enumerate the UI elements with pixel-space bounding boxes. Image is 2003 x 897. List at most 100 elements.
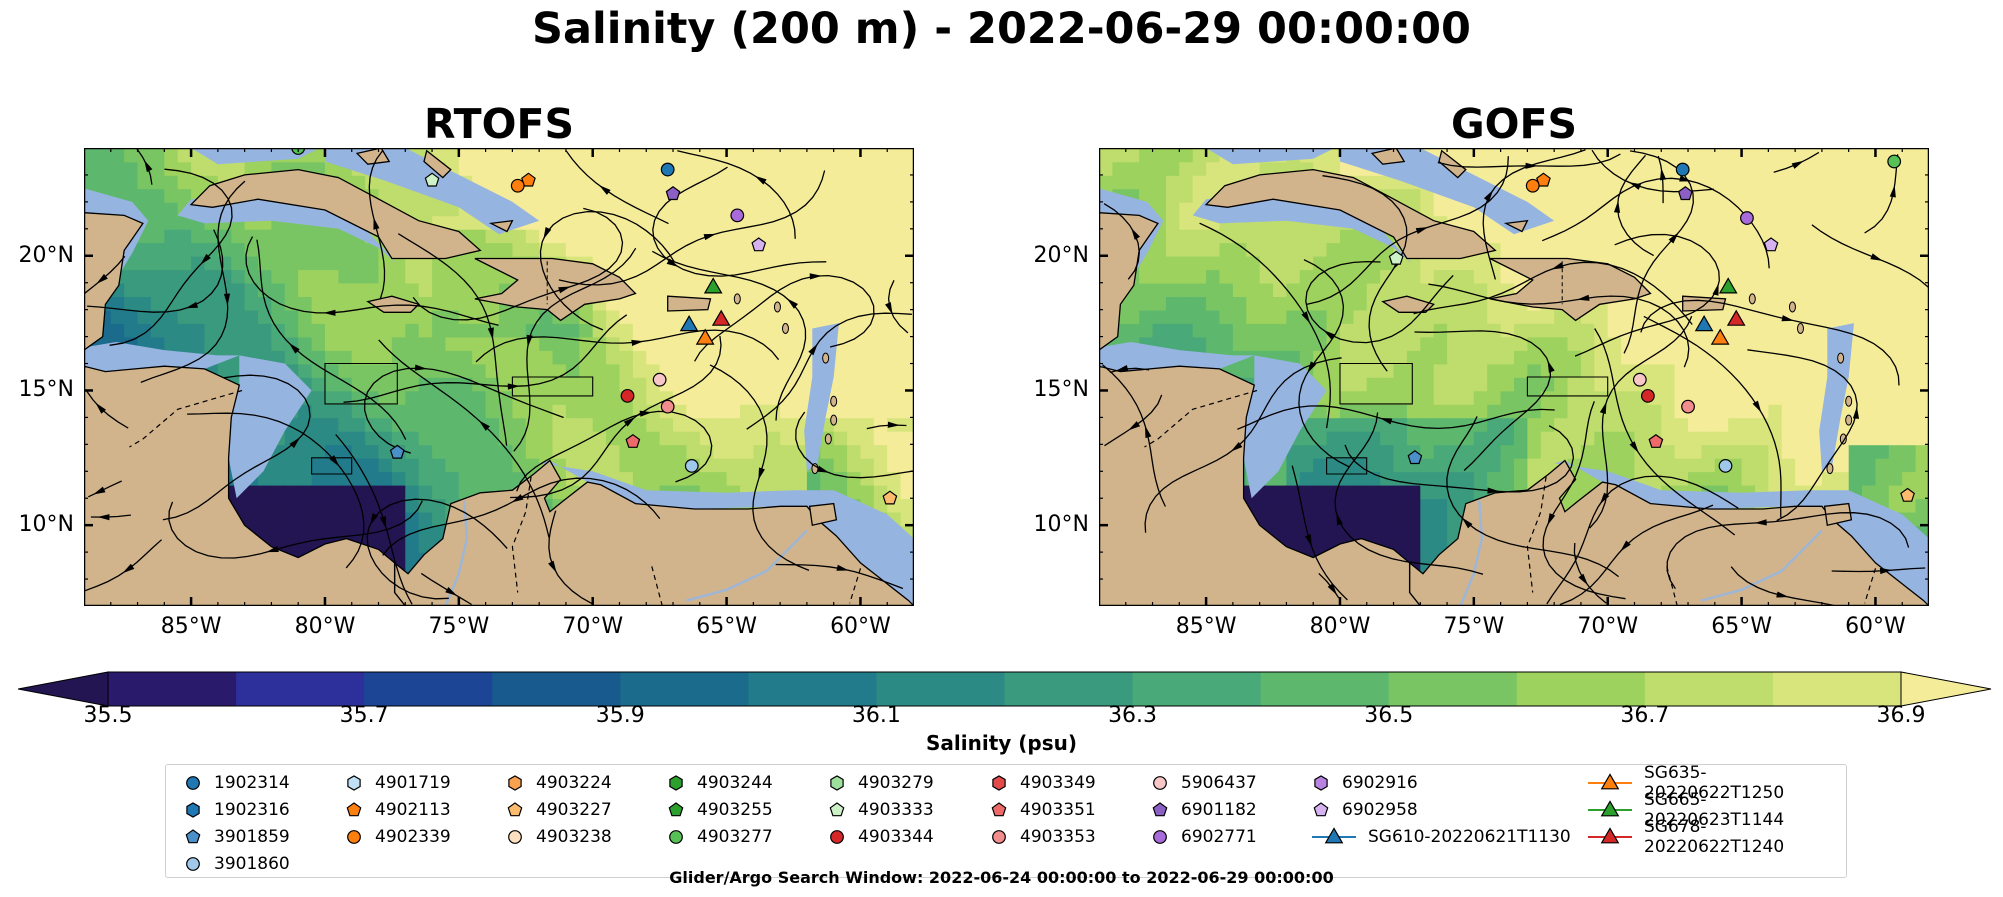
float-1902314 (1675, 162, 1690, 177)
colorbar-bin (1772, 672, 1902, 706)
legend-item-float: 4903224 (504, 771, 612, 795)
float-circle-icon (669, 830, 683, 844)
legend-label: 4903333 (858, 800, 934, 820)
glider-SG665-20220623T1144 (1718, 277, 1738, 294)
x-tick-label: 85°W (1175, 614, 1237, 639)
legend-label: SG665-20220623T1144 (1644, 790, 1785, 830)
legend-marker-icon (830, 830, 844, 844)
map-frame (84, 148, 914, 606)
boundary-box (1326, 457, 1368, 475)
streamline-arrow (1679, 175, 1692, 182)
float-4903344 (620, 388, 635, 403)
streamline-arrow (1461, 517, 1473, 529)
legend-item-float: 5906437 (1149, 771, 1257, 795)
streamline (1144, 357, 1342, 533)
streamline-arrow (478, 420, 490, 431)
legend-item-float: 4903353 (988, 825, 1096, 849)
legend-label: 6902916 (1342, 773, 1418, 793)
shelf-bahamas (325, 148, 540, 235)
x-tick-label: 65°W (696, 614, 757, 639)
streamline-arrow (526, 334, 533, 348)
glider-SG678-20220622T1240 (1726, 309, 1746, 326)
float-circle-icon (1153, 830, 1167, 844)
colorbar-bin (748, 672, 877, 706)
streamline-arrow (93, 486, 106, 495)
float-pentagon-icon (829, 802, 845, 817)
float-6901182 (665, 186, 681, 201)
river (686, 529, 808, 602)
legend-item-float: 4903344 (826, 825, 934, 849)
float-circle-icon (186, 857, 200, 871)
island (781, 323, 789, 335)
float-6902771 (1740, 211, 1754, 225)
boundary-box (324, 362, 398, 405)
float-pentagon-icon (668, 802, 684, 817)
map-frame (1099, 148, 1929, 606)
streamline-arrow (1525, 162, 1538, 169)
land-trinidad (808, 502, 838, 526)
island (1837, 352, 1845, 364)
glider-SG635-20220622T1250 (695, 328, 715, 345)
streamline-arrow (1304, 534, 1312, 547)
streamline-arrow (223, 293, 231, 306)
map-panel-gofs (1099, 148, 1929, 606)
float-pentagon-icon (185, 829, 201, 844)
colorbar-tick-label: 36.9 (1876, 703, 1926, 728)
streamline-arrow (1879, 567, 1893, 575)
legend-item-float: 4903277 (665, 825, 773, 849)
legend-item-glider: SG678-20220622T1240 (1586, 817, 1846, 857)
axis-ticks (1099, 148, 1929, 606)
shelf-florida (191, 148, 320, 165)
streamline-arrow (95, 402, 106, 414)
legend: 1902314 1902316 3901859 3901860 4901719 49021… (165, 763, 1847, 878)
legend-label: 4902113 (375, 800, 451, 820)
float-hexagon-icon (669, 775, 683, 791)
land-south_america (1408, 459, 1929, 606)
colorbar-tick-label: 36.7 (1620, 703, 1670, 728)
streamline (256, 239, 407, 440)
legend-marker-icon (1152, 802, 1168, 817)
legend-marker-icon (186, 857, 200, 871)
legend-label: 6902771 (1181, 827, 1257, 847)
shelf-east_arc (804, 323, 839, 472)
streamline-arrow (1307, 361, 1317, 374)
float-circle-icon (1153, 776, 1167, 790)
colorbar-tick-label: 36.3 (1108, 703, 1158, 728)
streamline-arrow (1547, 513, 1556, 526)
float-1902314 (660, 162, 675, 177)
streamline-arrow (1629, 441, 1639, 454)
streamline (109, 168, 233, 346)
streamline (420, 572, 472, 606)
float-circle-icon (347, 830, 361, 844)
streamlines (1102, 149, 1929, 606)
streamline-arrow (1599, 492, 1610, 505)
border-line (1864, 568, 1877, 604)
legend-item-float: 3901859 (182, 825, 290, 849)
float-pentagon-icon (346, 802, 362, 817)
streamline-arrow (1668, 232, 1679, 244)
streamline (364, 367, 564, 454)
land-bahamas3 (1503, 219, 1529, 233)
legend-marker-icon (1588, 800, 1632, 817)
legend-label: 4903349 (1020, 773, 1096, 793)
float-pentagon-icon (507, 802, 523, 817)
float-4903353 (1681, 399, 1695, 414)
float-hexagon-icon (1314, 775, 1328, 791)
float-4903353 (660, 399, 675, 414)
river (1701, 529, 1823, 602)
legend-marker-icon (992, 830, 1006, 844)
streamline-arrow (631, 339, 644, 346)
glider-triangle-icon (1600, 800, 1620, 817)
legend-label: SG635-20220622T1250 (1644, 763, 1785, 803)
streamline-arrow (703, 233, 717, 241)
island (830, 414, 838, 426)
shelf-east_arc (1819, 323, 1854, 472)
float-6902771 (730, 208, 745, 223)
streamline-arrow (1131, 227, 1141, 240)
boundary-box (511, 376, 594, 397)
legend-label: 4903351 (1020, 800, 1096, 820)
land-bahamas1 (1370, 148, 1406, 165)
land-bahamas3 (488, 219, 514, 233)
legend-item-float: 4903351 (988, 798, 1096, 822)
colorbar-bin (620, 672, 749, 706)
